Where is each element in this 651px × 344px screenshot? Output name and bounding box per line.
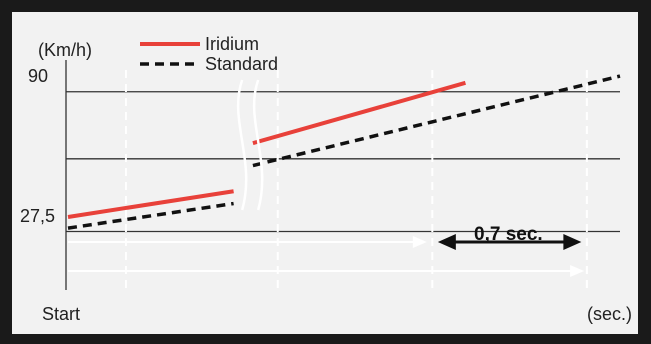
series-line-iridium-1	[252, 80, 466, 146]
legend-label-iridium: Iridium	[205, 34, 259, 54]
break-curve-0	[236, 79, 248, 211]
annotation-arrowhead-left	[437, 234, 456, 250]
time-difference-annotation	[437, 234, 582, 250]
series-lines	[67, 74, 621, 230]
break-curve-1	[252, 79, 264, 211]
time-arrowhead-1	[570, 265, 585, 277]
axis-break-mark	[236, 79, 264, 211]
series-line-iridium-0	[67, 189, 234, 219]
x-axis-label: (sec.)	[587, 304, 632, 324]
horizontal-gridlines	[65, 60, 620, 290]
vertical-gridlines	[124, 70, 588, 290]
time-arrowhead-0	[412, 236, 427, 248]
y-axis-label: (Km/h)	[38, 40, 92, 60]
series-line-standard-1	[252, 74, 621, 168]
time-arrows	[68, 236, 585, 277]
x-start-label: Start	[42, 304, 80, 324]
y-tick-label-27-5: 27,5	[20, 206, 55, 226]
y-tick-label-90: 90	[28, 66, 48, 86]
annotation-arrowhead-right	[563, 234, 582, 250]
plot-background	[12, 12, 638, 334]
legend-label-standard: Standard	[205, 54, 278, 74]
annotation-label: 0,7 sec.	[474, 224, 543, 245]
series-line-standard-0	[67, 201, 234, 230]
